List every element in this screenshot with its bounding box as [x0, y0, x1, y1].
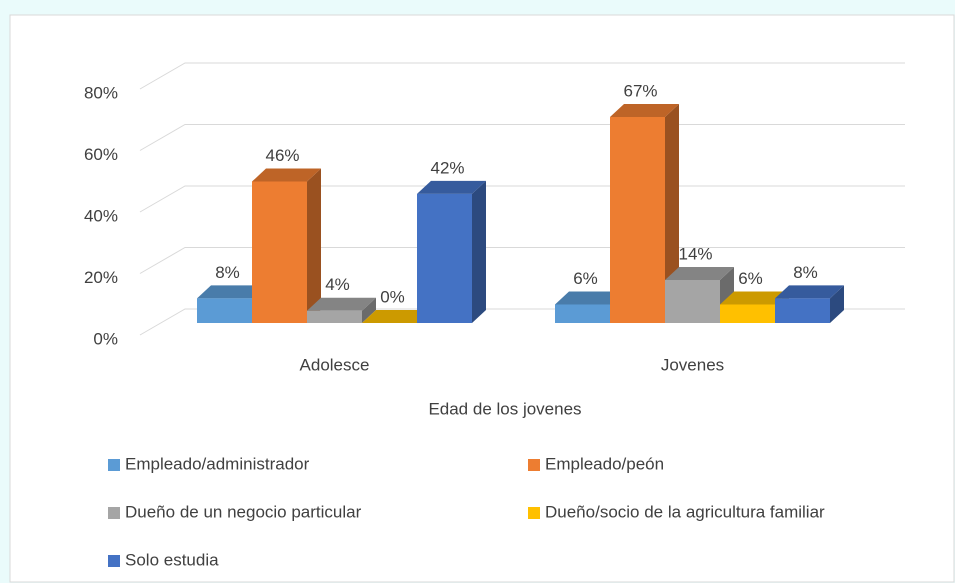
- legend-swatch: [108, 459, 120, 471]
- bar-front: [720, 304, 775, 323]
- data-label: 6%: [573, 269, 598, 288]
- bar-top: [307, 297, 376, 311]
- legend-swatch: [528, 507, 540, 519]
- data-label: 8%: [215, 263, 240, 282]
- y-tick-label: 80%: [84, 83, 118, 102]
- data-label: 8%: [793, 263, 818, 282]
- bar-front: [555, 304, 610, 323]
- data-label: 42%: [430, 158, 464, 177]
- legend-label: Empleado/peón: [545, 454, 664, 473]
- legend-label: Solo estudia: [125, 550, 219, 569]
- bar-top: [555, 291, 624, 305]
- data-label: 4%: [325, 275, 350, 294]
- bar-top: [197, 285, 266, 299]
- bar-side: [830, 285, 844, 323]
- bar-front: [417, 193, 472, 323]
- legend-label: Dueño/socio de la agricultura familiar: [545, 502, 825, 521]
- bar-top: [362, 310, 431, 323]
- bar-front: [665, 279, 720, 323]
- bar-side: [472, 180, 486, 323]
- bar-top: [665, 266, 734, 280]
- data-label: 14%: [678, 244, 712, 263]
- bar-top: [775, 285, 844, 299]
- legend-label: Dueño de un negocio particular: [125, 502, 362, 521]
- bar-side: [307, 168, 321, 323]
- y-tick-label: 60%: [84, 145, 118, 164]
- bar-front: [252, 181, 307, 323]
- bar-top: [417, 180, 486, 194]
- bar-top: [252, 168, 321, 182]
- bar-front: [197, 298, 252, 323]
- y-tick-label: 0%: [93, 329, 118, 348]
- bar: [417, 180, 486, 323]
- bar: [610, 103, 679, 323]
- legend-label: Empleado/administrador: [125, 454, 310, 473]
- data-label: 0%: [380, 287, 405, 306]
- x-tick-label: Adolesce: [300, 355, 370, 374]
- data-label: 46%: [265, 146, 299, 165]
- bar-top: [720, 291, 789, 305]
- bar-front: [307, 310, 362, 323]
- data-label: 67%: [623, 81, 657, 100]
- data-label: 6%: [738, 269, 763, 288]
- bar: [252, 168, 321, 323]
- bar: [362, 310, 431, 323]
- bar: [307, 297, 376, 323]
- bar-top: [610, 103, 679, 117]
- bar-front: [610, 116, 665, 323]
- x-axis-title: Edad de los jovenes: [428, 399, 581, 418]
- legend-swatch: [108, 507, 120, 519]
- y-tick-label: 20%: [84, 268, 118, 287]
- legend-swatch: [108, 555, 120, 567]
- bar-front: [775, 298, 830, 323]
- y-tick-label: 40%: [84, 206, 118, 225]
- bar: [775, 285, 844, 323]
- legend-swatch: [528, 459, 540, 471]
- grid-line: [139, 62, 905, 90]
- bar-side: [362, 297, 376, 323]
- x-tick-label: Jovenes: [661, 355, 724, 374]
- bar-side: [665, 103, 679, 323]
